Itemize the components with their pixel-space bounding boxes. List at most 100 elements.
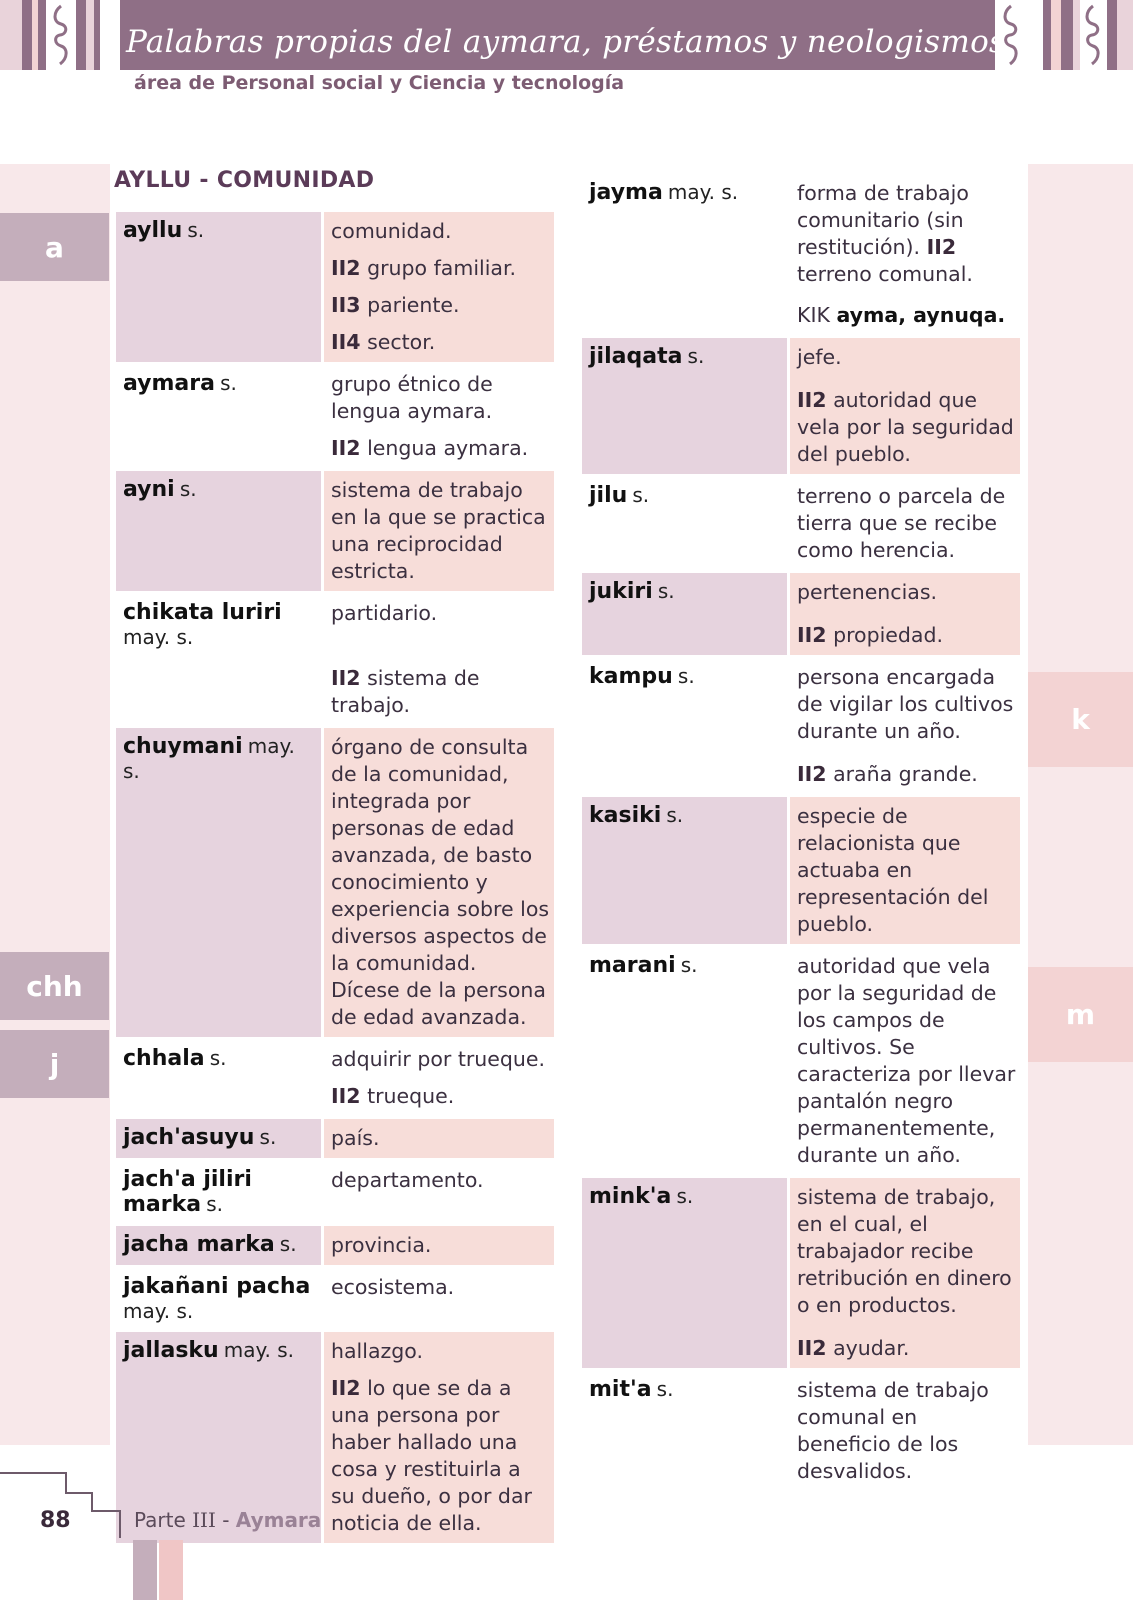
- sense-marker: II2: [331, 1376, 361, 1400]
- definition-text: araña grande.: [833, 762, 978, 786]
- entry-definition-cell: forma de trabajo comunitario (sin restit…: [790, 174, 1020, 335]
- footer-part-prefix: Parte: [134, 1508, 186, 1532]
- entry-term-cell: chikata luriri may. s.: [116, 594, 321, 725]
- footer-part-language: Aymara: [235, 1508, 322, 1532]
- entry-grammar: s.: [666, 803, 684, 827]
- cross-reference-words: ayma, aynuqa.: [836, 303, 1006, 327]
- entry-grammar: s.: [206, 1192, 223, 1216]
- entry-term-cell: jayma may. s.: [582, 174, 787, 335]
- swirl-ornament-icon: [998, 0, 1024, 70]
- entry-term-cell: kasiki s.: [582, 797, 787, 944]
- definition-text: hallazgo.: [331, 1339, 423, 1363]
- entry-term: jallasku: [123, 1338, 219, 1363]
- entry-grammar: s.: [680, 953, 698, 977]
- definition-text: autoridad que vela por la seguridad del …: [797, 388, 1014, 466]
- entry-jacha-marka: jacha marka s. provincia.: [116, 1226, 554, 1265]
- sense-marker: II2: [797, 1336, 827, 1360]
- entry-chikata-luriri: chikata luriri may. s. partidario. II2 s…: [116, 594, 554, 725]
- footer-step-line: [0, 1472, 67, 1474]
- entry-ayni: ayni s. sistema de trabajo en la que se …: [116, 471, 554, 591]
- entry-definition-cell: especie de relacionista que actuaba en r…: [790, 797, 1020, 944]
- entry-term: ayllu: [123, 218, 183, 243]
- entry-grammar: s.: [187, 218, 205, 242]
- entry-jilu: jilu s. terreno o parcela de tierra que …: [582, 477, 1020, 570]
- entry-jilaqata: jilaqata s. jefe. II2 autoridad que vela…: [582, 338, 1020, 474]
- definition-text: propiedad.: [833, 623, 944, 647]
- letter-tab-chh: chh: [0, 952, 109, 1020]
- sense-marker: II3: [331, 293, 361, 317]
- entry-grammar: may. s.: [123, 734, 295, 783]
- entry-grammar: may. s.: [667, 180, 739, 204]
- entry-term-cell: chhala s.: [116, 1040, 321, 1116]
- footer-color-block: [159, 1540, 183, 1600]
- definition-text: grupo familiar.: [367, 256, 517, 280]
- entry-term-cell: jach'a jiliri marka s.: [116, 1161, 321, 1223]
- entry-definition-cell: jefe. II2 autoridad que vela por la segu…: [790, 338, 1020, 474]
- entry-definition-cell: persona encargada de vigilar los cultivo…: [790, 658, 1020, 794]
- entry-grammar: s.: [632, 483, 650, 507]
- entry-grammar: s.: [677, 664, 695, 688]
- section-title: AYLLU - COMUNIDAD: [114, 168, 375, 193]
- entry-grammar: may. s.: [123, 1299, 194, 1323]
- entry-term-cell: jakañani pacha may. s.: [116, 1268, 321, 1329]
- sense-marker: II2: [797, 388, 827, 412]
- definition-text: trueque.: [367, 1084, 455, 1108]
- sense-marker: II2: [331, 666, 361, 690]
- header-band: [0, 0, 1133, 70]
- footer-part-label: Parte III - Aymara: [134, 1508, 321, 1532]
- definition-text: órgano de consulta de la comunidad, inte…: [331, 735, 550, 1029]
- footer-step-line: [65, 1472, 67, 1494]
- entry-term: kampu: [589, 664, 673, 689]
- entry-jachasuyu: jach'asuyu s. país.: [116, 1119, 554, 1158]
- letter-tab-m: m: [1028, 967, 1133, 1062]
- right-entry-column: jayma may. s. forma de trabajo comunitar…: [582, 174, 1020, 1494]
- page-title: Palabras propias del aymara, préstamos y…: [126, 24, 1006, 60]
- entry-grammar: may. s.: [123, 625, 194, 649]
- definition-text: jefe.: [797, 345, 842, 369]
- cross-reference-marker: KIK: [797, 303, 830, 327]
- entry-grammar: s.: [279, 1232, 297, 1256]
- entry-definition-cell: comunidad. II2 grupo familiar. II3 parie…: [324, 212, 554, 362]
- definition-text: lengua aymara.: [367, 436, 529, 460]
- footer-part-roman: III: [192, 1508, 216, 1532]
- sense-marker: II2: [331, 1084, 361, 1108]
- entry-grammar: s.: [687, 344, 705, 368]
- definition-text: ayudar.: [833, 1336, 910, 1360]
- footer-step-line: [65, 1492, 93, 1494]
- definition-text: país.: [331, 1126, 380, 1150]
- definition-text: provincia.: [331, 1233, 432, 1257]
- entry-term: chuymani: [123, 734, 243, 759]
- definition-text: lo que se da a una persona por haber hal…: [331, 1376, 532, 1535]
- entry-definition-cell: adquirir por trueque. II2 trueque.: [324, 1040, 554, 1116]
- entry-term: jach'asuyu: [123, 1125, 255, 1150]
- right-side-strip: [1028, 164, 1133, 1445]
- sense-marker: II2: [797, 762, 827, 786]
- definition-text: sistema de trabajo, en el cual, el traba…: [797, 1185, 1012, 1317]
- entry-term-cell: jacha marka s.: [116, 1226, 321, 1265]
- sense-marker: II2: [331, 436, 361, 460]
- entry-term: mit'a: [589, 1377, 652, 1402]
- entry-term-cell: jallasku may. s.: [116, 1332, 321, 1543]
- footer-step-line: [91, 1492, 93, 1512]
- definition-text: grupo étnico de lengua aymara.: [331, 372, 493, 423]
- entry-term: mink'a: [589, 1184, 672, 1209]
- entry-jakanani-pacha: jakañani pacha may. s. ecosistema.: [116, 1268, 554, 1329]
- entry-definition-cell: órgano de consulta de la comunidad, inte…: [324, 728, 554, 1037]
- entry-definition-cell: pertenencias. II2 propiedad.: [790, 573, 1020, 655]
- sense-marker: II2: [331, 256, 361, 280]
- entry-term-cell: kampu s.: [582, 658, 787, 794]
- entry-term: jayma: [589, 180, 663, 205]
- entry-ayllu: ayllu s. comunidad. II2 grupo familiar. …: [116, 212, 554, 362]
- definition-text: especie de relacionista que actuaba en r…: [797, 804, 989, 936]
- entry-definition-cell: hallazgo. II2 lo que se da a una persona…: [324, 1332, 554, 1543]
- entry-chhala: chhala s. adquirir por trueque. II2 true…: [116, 1040, 554, 1116]
- entry-grammar: s.: [676, 1184, 694, 1208]
- entry-kasiki: kasiki s. especie de relacionista que ac…: [582, 797, 1020, 944]
- entry-term-cell: chuymani may. s.: [116, 728, 321, 1037]
- entry-aymara: aymara s. grupo étnico de lengua aymara.…: [116, 365, 554, 468]
- entry-definition-cell: ecosistema.: [324, 1268, 554, 1329]
- entry-mita: mit'a s. sistema de trabajo comunal en b…: [582, 1371, 1020, 1491]
- definition-text: partidario.: [331, 601, 438, 625]
- entry-jallasku: jallasku may. s. hallazgo. II2 lo que se…: [116, 1332, 554, 1543]
- entry-definition-cell: grupo étnico de lengua aymara. II2 lengu…: [324, 365, 554, 468]
